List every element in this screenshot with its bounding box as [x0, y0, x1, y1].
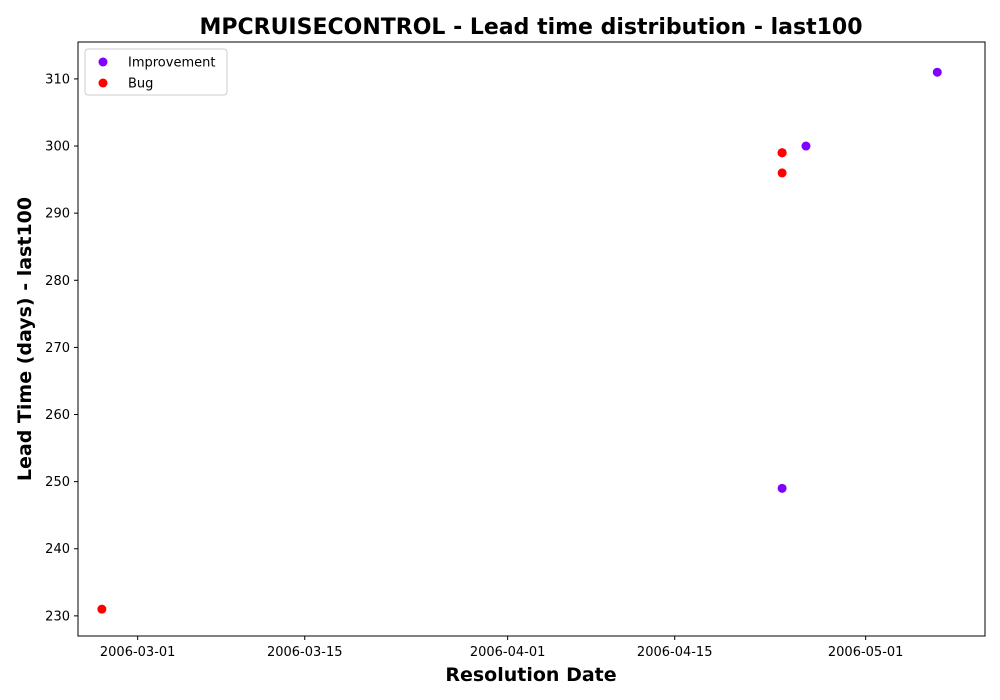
x-tick-label: 2006-04-15	[637, 645, 713, 660]
point-improvement	[801, 141, 811, 151]
y-tick-label: 280	[45, 274, 70, 289]
x-tick-label: 2006-03-01	[100, 645, 176, 660]
legend-frame	[84, 48, 228, 96]
y-tick-label: 270	[45, 341, 70, 356]
y-tick-label: 240	[45, 542, 70, 557]
point-improvement	[932, 67, 942, 77]
y-tick-label: 230	[45, 609, 70, 624]
y-axis: 230 240 250 260 270 280 290 300 310	[45, 72, 78, 624]
x-tick-label: 2006-04-01	[470, 645, 546, 660]
y-tick-label: 300	[45, 140, 70, 155]
plot-frame	[77, 41, 986, 637]
x-axis: 2006-03-01 2006-03-15 2006-04-01 2006-04-15…	[100, 636, 904, 660]
y-tick-label: 260	[45, 408, 70, 423]
data-points	[97, 67, 942, 614]
point-bug	[777, 148, 787, 158]
x-tick-label: 2006-03-15	[267, 645, 343, 660]
y-tick-label: 310	[45, 72, 70, 87]
point-bug	[97, 604, 107, 614]
legend-label-bug: Bug	[128, 77, 153, 92]
y-tick-label: 250	[45, 475, 70, 490]
point-bug	[777, 168, 787, 178]
legend-marker-improvement	[98, 57, 108, 67]
legend-marker-bug	[98, 78, 108, 88]
y-tick-label: 290	[45, 207, 70, 222]
legend: Improvement Bug	[84, 48, 228, 96]
legend-label-improvement: Improvement	[128, 56, 215, 71]
y-axis-label: Lead Time (days) - last100	[14, 197, 36, 481]
x-axis-label: Resolution Date	[445, 664, 616, 686]
point-improvement	[777, 483, 787, 493]
x-tick-label: 2006-05-01	[828, 645, 904, 660]
chart-title: MPCRUISECONTROL - Lead time distribution…	[199, 15, 862, 40]
